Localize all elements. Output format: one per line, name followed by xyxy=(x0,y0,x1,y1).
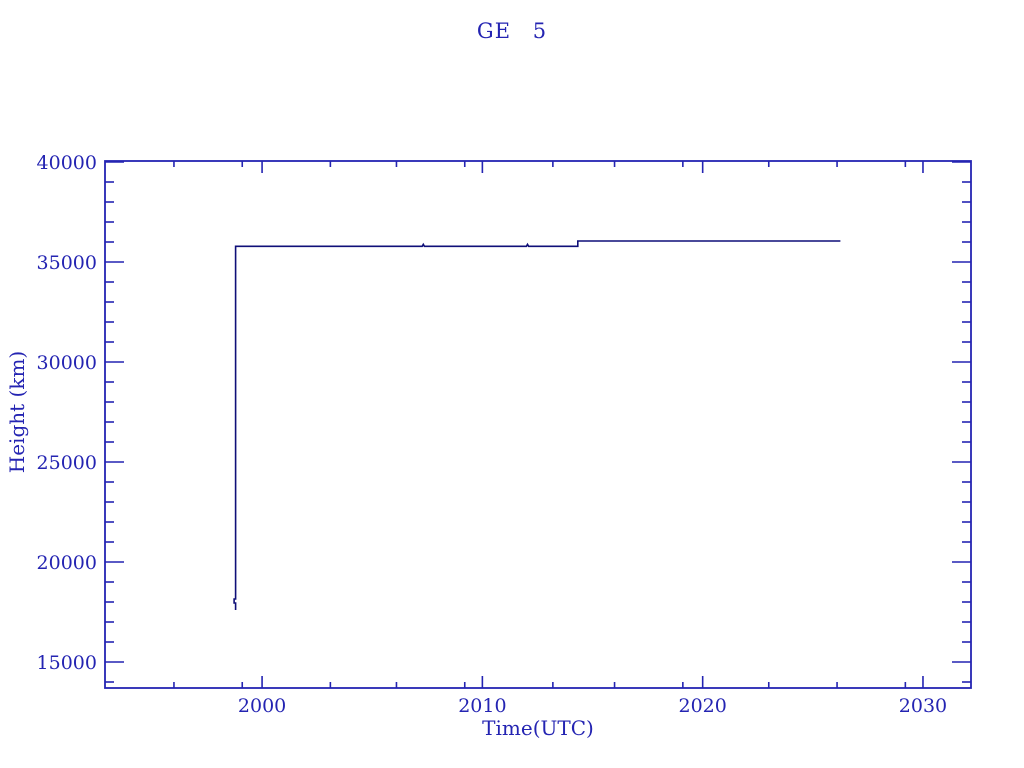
y-tick-label: 20000 xyxy=(37,552,97,574)
x-tick-label: 2010 xyxy=(458,695,506,717)
x-tick-label: 2020 xyxy=(678,695,726,717)
data-line xyxy=(233,240,841,610)
y-tick-label: 35000 xyxy=(37,252,97,274)
chart-title: GE 5 xyxy=(476,19,548,43)
y-axis-label: Height (km) xyxy=(5,350,29,474)
x-tick-label: 2030 xyxy=(899,695,947,717)
y-tick-label: 25000 xyxy=(37,452,97,474)
y-tick-label: 30000 xyxy=(37,352,97,374)
x-axis-label: Time(UTC) xyxy=(482,716,594,740)
plot-frame xyxy=(104,160,972,689)
y-tick-label: 15000 xyxy=(37,652,97,674)
x-tick-label: 2000 xyxy=(238,695,286,717)
y-tick-label: 40000 xyxy=(37,152,97,174)
